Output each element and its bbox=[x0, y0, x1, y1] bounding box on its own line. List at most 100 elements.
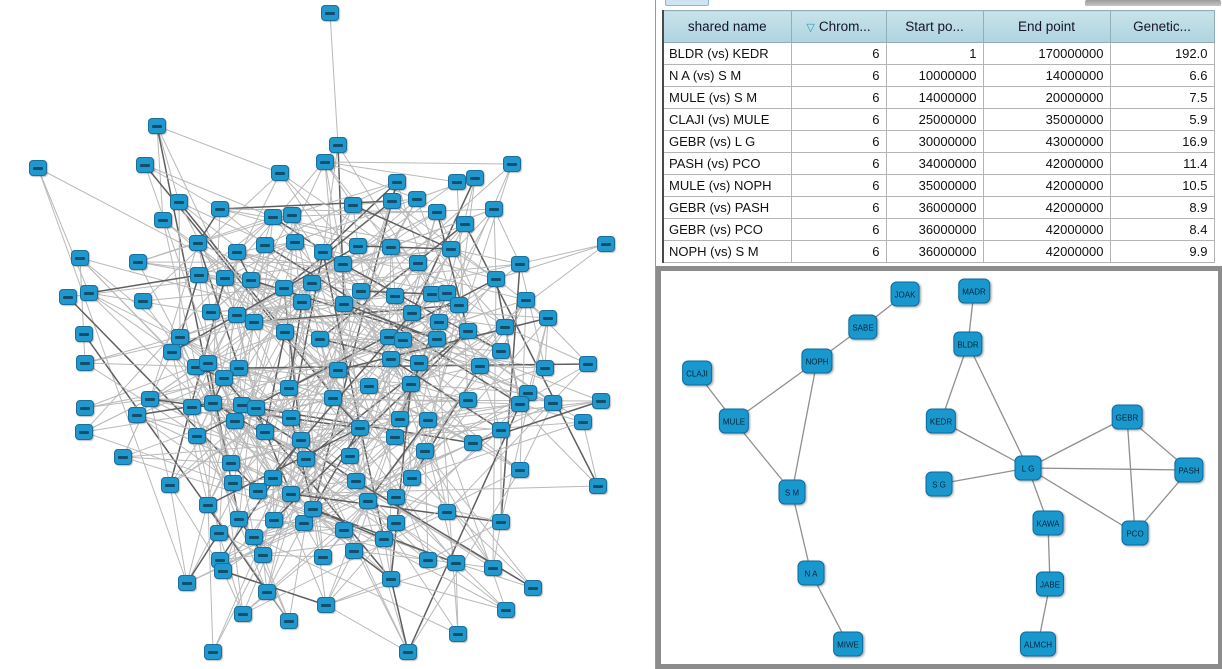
node-jabe[interactable]: JABE bbox=[1035, 571, 1065, 597]
table-row[interactable]: N A (vs) S M 6 10000000 14000000 6.6 bbox=[662, 64, 1215, 87]
column-header-shared-name[interactable]: shared name bbox=[662, 10, 792, 43]
network-node[interactable] bbox=[459, 323, 477, 339]
network-node[interactable] bbox=[249, 483, 267, 499]
network-node[interactable] bbox=[258, 584, 276, 600]
node-madr[interactable]: MADR bbox=[958, 278, 990, 304]
subnetwork-canvas[interactable]: JOAK MADR SABE BLDR NOPH CLAJI GEBR KEDR MULE L G… bbox=[661, 271, 1218, 664]
network-node[interactable] bbox=[497, 602, 515, 618]
network-node[interactable] bbox=[204, 644, 222, 660]
network-node[interactable] bbox=[496, 319, 514, 335]
network-node[interactable] bbox=[314, 549, 332, 565]
node-s-m[interactable]: S M bbox=[778, 479, 806, 505]
overview-network-panel[interactable] bbox=[0, 0, 655, 669]
table-row[interactable]: MULE (vs) S M 6 14000000 20000000 7.5 bbox=[662, 86, 1215, 109]
network-node[interactable] bbox=[324, 390, 342, 406]
table-row[interactable]: GEBR (vs) L G 6 30000000 43000000 16.9 bbox=[662, 130, 1215, 153]
network-node[interactable] bbox=[199, 355, 217, 371]
network-node[interactable] bbox=[544, 395, 562, 411]
network-node[interactable] bbox=[230, 511, 248, 527]
network-node[interactable] bbox=[71, 250, 89, 266]
network-node[interactable] bbox=[449, 626, 467, 642]
network-node[interactable] bbox=[171, 329, 189, 345]
network-node[interactable] bbox=[211, 201, 229, 217]
network-node[interactable] bbox=[335, 296, 353, 312]
network-node[interactable] bbox=[344, 197, 362, 213]
network-node[interactable] bbox=[464, 435, 482, 451]
network-node[interactable] bbox=[202, 304, 220, 320]
column-header-end-point[interactable]: End point bbox=[982, 10, 1111, 43]
network-node[interactable] bbox=[230, 360, 248, 376]
network-node[interactable] bbox=[360, 378, 378, 394]
network-node[interactable] bbox=[382, 571, 400, 587]
table-row[interactable]: MULE (vs) NOPH 6 35000000 42000000 10.5 bbox=[662, 174, 1215, 197]
network-node[interactable] bbox=[579, 356, 597, 372]
network-node[interactable] bbox=[256, 237, 274, 253]
network-node[interactable] bbox=[536, 360, 554, 376]
network-node[interactable] bbox=[511, 256, 529, 272]
column-header-start-po---[interactable]: Start po... bbox=[885, 10, 984, 43]
network-node[interactable] bbox=[199, 497, 217, 513]
network-node[interactable] bbox=[503, 156, 521, 172]
network-node[interactable] bbox=[383, 193, 401, 209]
network-node[interactable] bbox=[311, 331, 329, 347]
network-node[interactable] bbox=[134, 293, 152, 309]
network-node[interactable] bbox=[335, 522, 353, 538]
network-node[interactable] bbox=[75, 326, 93, 342]
network-node[interactable] bbox=[539, 310, 557, 326]
network-node[interactable] bbox=[189, 235, 207, 251]
network-node[interactable] bbox=[76, 355, 94, 371]
network-node[interactable] bbox=[517, 292, 535, 308]
network-node[interactable] bbox=[410, 355, 428, 371]
network-node[interactable] bbox=[114, 449, 132, 465]
network-node[interactable] bbox=[265, 512, 283, 528]
network-node[interactable] bbox=[275, 280, 293, 296]
filter-funnel-icon[interactable]: ▽ bbox=[806, 22, 815, 34]
network-node[interactable] bbox=[210, 525, 228, 541]
network-node[interactable] bbox=[280, 380, 298, 396]
network-node[interactable] bbox=[283, 207, 301, 223]
network-node[interactable] bbox=[245, 529, 263, 545]
network-node[interactable] bbox=[430, 314, 448, 330]
network-node[interactable] bbox=[329, 137, 347, 153]
network-node[interactable] bbox=[484, 560, 502, 576]
network-node[interactable] bbox=[511, 462, 529, 478]
network-node[interactable] bbox=[351, 420, 369, 436]
network-node[interactable] bbox=[286, 234, 304, 250]
network-node[interactable] bbox=[264, 470, 282, 486]
network-node[interactable] bbox=[416, 443, 434, 459]
network-node[interactable] bbox=[256, 424, 274, 440]
network-node[interactable] bbox=[447, 555, 465, 571]
network-node[interactable] bbox=[487, 271, 505, 287]
network-node[interactable] bbox=[128, 407, 146, 423]
network-node[interactable] bbox=[29, 160, 47, 176]
network-node[interactable] bbox=[459, 392, 477, 408]
network-node[interactable] bbox=[387, 515, 405, 531]
network-node[interactable] bbox=[282, 410, 300, 426]
network-node[interactable] bbox=[254, 547, 272, 563]
network-node[interactable] bbox=[492, 343, 510, 359]
network-node[interactable] bbox=[394, 332, 412, 348]
node-s-g[interactable]: S G bbox=[925, 471, 953, 497]
network-node[interactable] bbox=[314, 244, 332, 260]
network-node[interactable] bbox=[592, 393, 610, 409]
network-node[interactable] bbox=[511, 396, 529, 412]
network-node[interactable] bbox=[524, 580, 542, 596]
horizontal-scrollbar-thumb[interactable] bbox=[1085, 0, 1221, 7]
network-node[interactable] bbox=[293, 294, 311, 310]
node-miwe[interactable]: MIWE bbox=[833, 631, 863, 657]
network-node[interactable] bbox=[129, 254, 147, 270]
node-claji[interactable]: CLAJI bbox=[682, 360, 712, 386]
column-header-genetic---[interactable]: Genetic... bbox=[1109, 10, 1215, 43]
network-node[interactable] bbox=[419, 412, 437, 428]
network-node[interactable] bbox=[466, 170, 484, 186]
table-row[interactable]: BLDR (vs) KEDR 6 1 170000000 192.0 bbox=[662, 42, 1215, 65]
table-row[interactable]: NOPH (vs) S M 6 36000000 42000000 9.9 bbox=[662, 240, 1215, 263]
node-noph[interactable]: NOPH bbox=[801, 348, 833, 374]
network-node[interactable] bbox=[170, 194, 188, 210]
network-node[interactable] bbox=[163, 344, 181, 360]
network-node[interactable] bbox=[264, 209, 282, 225]
network-node[interactable] bbox=[485, 201, 503, 217]
network-node[interactable] bbox=[245, 314, 263, 330]
node-pash[interactable]: PASH bbox=[1174, 457, 1204, 483]
network-node[interactable] bbox=[574, 414, 592, 430]
